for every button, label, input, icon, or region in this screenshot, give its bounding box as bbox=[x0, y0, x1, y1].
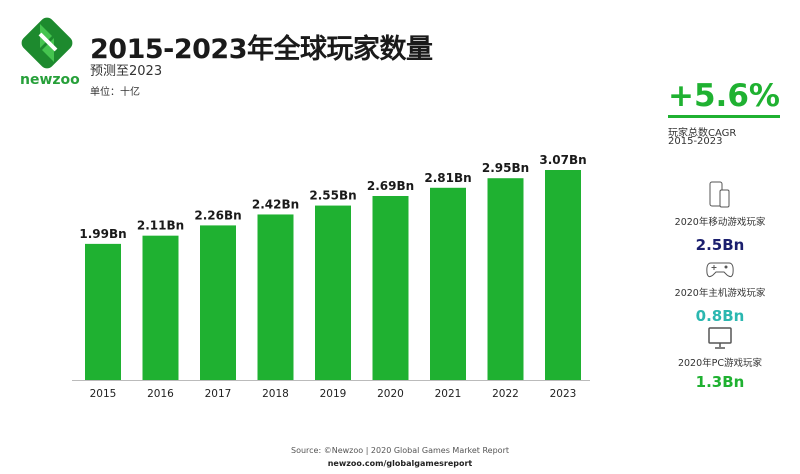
data-label: 2.69Bn bbox=[367, 179, 414, 193]
side-value: 1.3Bn bbox=[695, 373, 745, 391]
source-line: Source: ©Newzoo | 2020 Global Games Mark… bbox=[291, 446, 509, 455]
bar-chart: 1.99Bn 2015 2.11Bn 2016 2.26Bn 2017 2.42Bn 2018… bbox=[72, 153, 590, 400]
source-url[interactable]: newzoo.com/globalgamesreport bbox=[327, 459, 473, 468]
data-label: 2.81Bn bbox=[424, 171, 471, 185]
bar-2016 bbox=[142, 235, 179, 380]
cagr-period: 2015-2023 bbox=[668, 136, 723, 147]
bar-2017 bbox=[200, 225, 236, 380]
bar-2019 bbox=[315, 205, 351, 380]
newzoo-logo-icon bbox=[21, 17, 73, 69]
data-label: 2.42Bn bbox=[252, 197, 299, 211]
data-label: 2.95Bn bbox=[482, 161, 529, 175]
side-stat-mobile: 2020年移动游戏玩家 2.5Bn bbox=[660, 180, 780, 254]
side-label: 2020年主机游戏玩家 bbox=[674, 288, 766, 299]
cagr-underline bbox=[668, 115, 780, 118]
bar-2022 bbox=[487, 178, 524, 380]
side-label: 2020年移动游戏玩家 bbox=[674, 217, 766, 228]
x-tick-label: 2020 bbox=[377, 388, 404, 400]
logo-text: newzoo bbox=[20, 72, 80, 88]
bar-2015 bbox=[85, 243, 121, 380]
bar-2020 bbox=[372, 195, 409, 380]
bar-2023 bbox=[545, 170, 581, 380]
x-tick-label: 2019 bbox=[320, 388, 347, 400]
unit-label: 单位：十亿 bbox=[90, 87, 140, 98]
bar-2018 bbox=[257, 214, 294, 380]
data-label: 2.11Bn bbox=[137, 219, 184, 233]
mobile-icon bbox=[709, 181, 730, 208]
x-tick-label: 2016 bbox=[147, 388, 174, 400]
side-stat-console: 2020年主机游戏玩家 0.8Bn bbox=[660, 255, 780, 325]
x-tick-label: 2022 bbox=[492, 388, 519, 400]
data-label: 3.07Bn bbox=[539, 153, 586, 167]
page-title: 2015-2023年全球玩家数量 bbox=[90, 34, 433, 65]
bar-2021 bbox=[430, 187, 466, 380]
x-tick-label: 2023 bbox=[550, 388, 577, 400]
monitor-icon bbox=[708, 327, 732, 349]
data-label: 2.26Bn bbox=[194, 208, 241, 222]
subtitle: 预测至2023 bbox=[90, 64, 163, 79]
side-label: 2020年PC游戏玩家 bbox=[677, 358, 763, 369]
x-tick-label: 2021 bbox=[435, 388, 462, 400]
x-tick-label: 2018 bbox=[262, 388, 289, 400]
x-tick-label: 2017 bbox=[205, 388, 232, 400]
side-value: 0.8Bn bbox=[695, 307, 745, 325]
cagr-label: 玩家总数CAGR bbox=[668, 128, 737, 139]
x-tick-label: 2015 bbox=[90, 388, 117, 400]
side-stat-pc: 2020年PC游戏玩家 1.3Bn bbox=[660, 325, 780, 391]
cagr-value: +5.6% bbox=[668, 78, 780, 114]
data-label: 1.99Bn bbox=[79, 227, 126, 241]
gamepad-icon bbox=[706, 262, 734, 278]
data-label: 2.55Bn bbox=[309, 189, 356, 203]
side-value: 2.5Bn bbox=[695, 236, 745, 254]
